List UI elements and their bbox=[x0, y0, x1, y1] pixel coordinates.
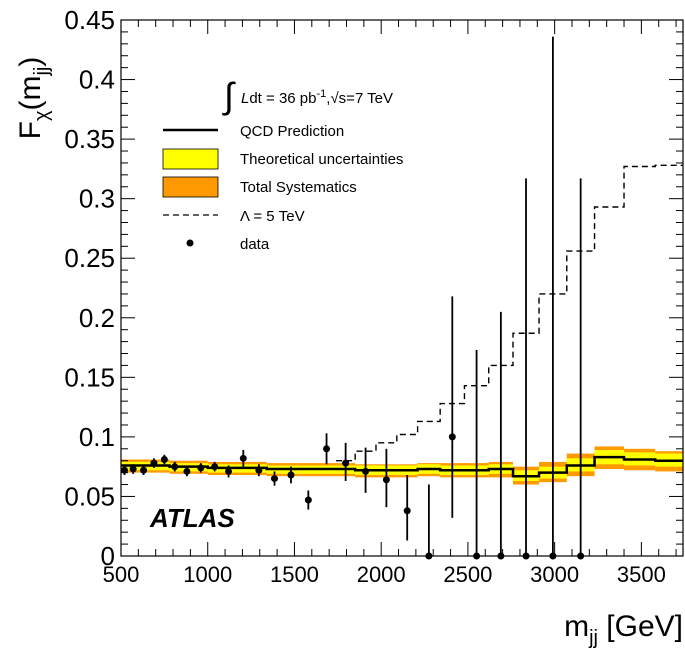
y-tick-label: 0.4 bbox=[79, 65, 115, 95]
y-axis-ticks: 0 0.05 0.1 0.15 0.2 0.25 0.3 0.35 0.4 0.45 bbox=[64, 5, 683, 571]
data-point bbox=[120, 466, 128, 474]
lambda-5tev-line bbox=[336, 164, 683, 462]
x-tick-label: 1500 bbox=[270, 562, 319, 587]
data-point bbox=[323, 445, 331, 453]
svg-text:Ldt = 36 pb-1,√s=7 TeV: Ldt = 36 pb-1,√s=7 TeV bbox=[241, 88, 393, 107]
data-point bbox=[183, 467, 191, 475]
luminosity-label: ∫ Ldt = 36 pb-1,√s=7 TeV bbox=[222, 75, 393, 116]
legend-theory-label: Theoretical uncertainties bbox=[240, 151, 403, 168]
data-point bbox=[171, 463, 179, 471]
legend-systematics-label: Total Systematics bbox=[240, 179, 357, 196]
data-point bbox=[403, 507, 411, 515]
y-tick-label: 0.05 bbox=[64, 481, 115, 511]
data-point bbox=[225, 467, 233, 475]
y-tick-label: 0.25 bbox=[64, 243, 115, 273]
data-points bbox=[120, 36, 585, 560]
atlas-label: ATLAS bbox=[149, 503, 235, 533]
data-point bbox=[271, 475, 279, 483]
y-tick-label: 0 bbox=[101, 541, 115, 571]
x-tick-label: 3000 bbox=[530, 562, 579, 587]
legend-data-label: data bbox=[240, 236, 270, 253]
data-point bbox=[304, 496, 312, 504]
x-axis-ticks: 500 1000 1500 2000 2500 3000 3500 bbox=[103, 20, 677, 587]
data-point bbox=[255, 466, 263, 474]
data-point bbox=[362, 467, 370, 475]
data-point bbox=[239, 454, 247, 462]
y-tick-label: 0.1 bbox=[79, 422, 115, 452]
x-tick-label: 3500 bbox=[617, 562, 666, 587]
data-point bbox=[287, 471, 295, 479]
legend-qcd-label: QCD Prediction bbox=[240, 123, 344, 140]
data-point bbox=[129, 465, 137, 473]
data-point bbox=[211, 463, 219, 471]
legend-data-marker bbox=[186, 239, 194, 247]
data-point bbox=[197, 464, 205, 472]
x-tick-label: 2500 bbox=[443, 562, 492, 587]
y-tick-label: 0.3 bbox=[79, 184, 115, 214]
data-point bbox=[140, 466, 148, 474]
lambda-step-path bbox=[336, 164, 683, 462]
svg-text:∫: ∫ bbox=[222, 75, 236, 116]
plot-frame bbox=[120, 19, 684, 557]
legend-lambda-label: Λ = 5 TeV bbox=[240, 208, 305, 225]
legend-theory-swatch bbox=[162, 148, 219, 170]
data-point bbox=[448, 433, 456, 441]
y-tick-label: 0.45 bbox=[64, 5, 115, 35]
data-point bbox=[160, 456, 168, 464]
x-tick-label: 500 bbox=[103, 562, 140, 587]
x-tick-label: 2000 bbox=[357, 562, 406, 587]
y-tick-label: 0.2 bbox=[79, 303, 115, 333]
legend: QCD Prediction Theoretical uncertainties… bbox=[162, 123, 403, 253]
data-point bbox=[342, 459, 350, 467]
y-axis-label: Fχ(mjj) bbox=[14, 57, 53, 140]
y-tick-label: 0.15 bbox=[64, 362, 115, 392]
x-tick-label: 1000 bbox=[183, 562, 232, 587]
y-tick-label: 0.35 bbox=[64, 124, 115, 154]
x-axis-label: mjj [GeV] bbox=[564, 610, 683, 649]
legend-systematics-swatch bbox=[162, 176, 219, 198]
data-point bbox=[150, 459, 158, 467]
data-point bbox=[382, 476, 390, 484]
